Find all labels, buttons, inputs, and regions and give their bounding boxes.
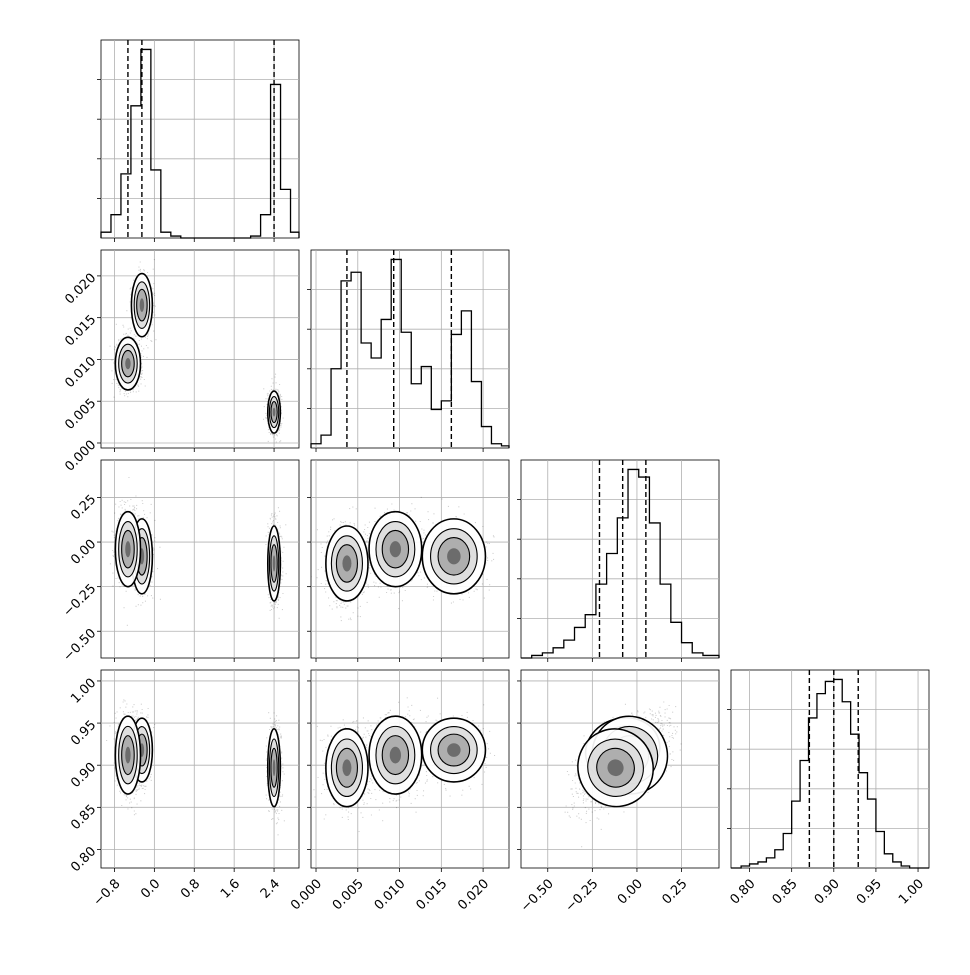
y-tick-label: 0.85 (68, 802, 99, 833)
y-tick-label: 0.020 (62, 271, 99, 308)
x-tick-label: 0.015 (413, 876, 450, 913)
x-tick-label: 0.010 (372, 876, 409, 913)
panel-1-1 (307, 249, 510, 452)
histogram-step (100, 48, 300, 239)
density-contour (389, 541, 402, 558)
x-tick-label: 0.000 (288, 876, 325, 913)
panel-frame (100, 39, 300, 239)
x-tick-label: −0.25 (563, 876, 602, 915)
x-tick-label: 0.90 (812, 876, 843, 907)
density-contour (272, 555, 276, 572)
y-tick-label: 1.00 (68, 676, 99, 707)
y-tick-label: 0.005 (62, 396, 99, 433)
x-tick-label: 0.020 (455, 876, 492, 913)
x-tick-label: −0.8 (91, 876, 124, 909)
panel-content (109, 259, 284, 443)
x-tick-label: 1.6 (218, 876, 243, 901)
y-tick-label: 0.25 (68, 492, 99, 523)
density-contour (125, 746, 131, 764)
x-tick-label: 2.4 (258, 876, 283, 901)
x-tick-label: 0.00 (615, 876, 646, 907)
panel-3-1: 0.000 0.005 0.010 0.015 0.020 (288, 669, 510, 913)
panel-frame (730, 669, 930, 869)
panel-3-0: −0.8 0.0 0.8 1.6 2.4 0.80 0.85 0.90 0.95 1.00 (68, 669, 300, 909)
panel-3-3: 0.80 0.85 0.90 0.95 1.00 (727, 669, 930, 908)
x-tick-label: 0.25 (660, 876, 691, 907)
x-tick-label: 0.8 (178, 876, 203, 901)
panel-0-0 (97, 39, 300, 242)
y-tick-label: −0.25 (61, 581, 100, 620)
x-tick-label: 0.80 (728, 876, 759, 907)
density-contour (139, 298, 145, 312)
y-tick-label: 0.000 (62, 438, 99, 475)
x-tick-label: 0.95 (854, 876, 885, 907)
density-contour (447, 743, 461, 757)
density-contour (607, 759, 624, 777)
density-contour (272, 407, 276, 417)
panel-content (109, 476, 287, 626)
density-contour (125, 357, 131, 370)
panel-2-2 (517, 459, 720, 662)
x-tick-label: 0.85 (770, 876, 801, 907)
x-tick-label: −0.50 (518, 876, 557, 915)
panel-content (106, 699, 285, 836)
panel-content (313, 697, 496, 833)
y-tick-label: 0.00 (68, 537, 99, 568)
density-contour (125, 541, 131, 558)
panel-1-0: 0.000 0.005 0.010 0.015 0.020 (62, 249, 300, 475)
y-tick-label: 0.90 (68, 760, 99, 791)
y-tick-label: 0.95 (68, 718, 99, 749)
panel-3-2: −0.50 −0.25 0.00 0.25 (517, 669, 720, 915)
x-tick-label: 0.005 (330, 876, 367, 913)
panel-frame (520, 459, 720, 659)
y-tick-label: −0.50 (61, 626, 100, 665)
y-tick-label: 0.010 (62, 354, 99, 391)
density-contour (342, 759, 352, 777)
x-tick-label: 1.00 (896, 876, 927, 907)
density-contour (389, 746, 402, 764)
density-contour (447, 548, 461, 565)
histogram-step (521, 468, 720, 659)
panel-content (564, 701, 682, 848)
panel-2-0: −0.50 −0.25 0.00 0.25 (61, 459, 300, 665)
histogram-step (731, 678, 929, 869)
panel-2-1 (307, 459, 510, 662)
panel-content (311, 496, 495, 622)
density-contour (342, 555, 352, 572)
x-tick-label: 0.0 (138, 876, 163, 901)
histogram-step (310, 258, 510, 448)
y-tick-label: 0.80 (68, 844, 99, 875)
density-contour (272, 759, 276, 777)
y-tick-label: 0.015 (62, 312, 99, 349)
panel-frame (310, 249, 510, 449)
